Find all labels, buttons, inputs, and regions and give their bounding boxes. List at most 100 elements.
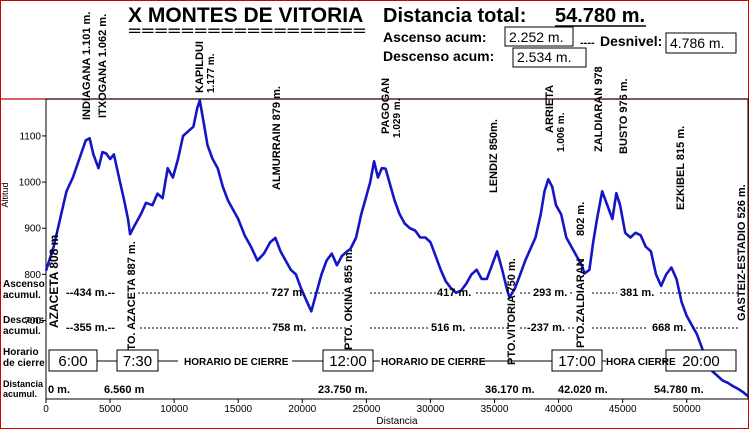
- ascenso-row: --434 m.-- 727 m. 417 m. 293 m. 381 m.: [66, 287, 738, 299]
- time-box-finish: [665, 349, 737, 372]
- descenso-value-2: 758 m.: [272, 322, 306, 334]
- ascenso-value-4: 293 m.: [533, 287, 567, 299]
- horario-row-label-line2: de cierre: [3, 358, 45, 369]
- peak-label-pagogan-alt: 1.029 m.: [392, 98, 403, 138]
- descent-label: Descenso acum:: [383, 48, 494, 64]
- x-tick-label-8: 40000: [545, 404, 573, 415]
- x-tick-label-5: 25000: [352, 404, 380, 415]
- distancia-value-5: 42.020 m.: [558, 384, 608, 396]
- checkpoint-label-azaceta: AZACETA 808 m.: [47, 231, 61, 328]
- peak-label-pagogan: PAGOGAN: [380, 78, 392, 134]
- ascenso-row-label-line2: acumul.: [3, 290, 41, 301]
- ascent-label: Ascenso acum:: [383, 29, 486, 45]
- peak-label-arrieta-alt: 1.006 m.: [556, 112, 567, 152]
- descenso-row: --355 m.-- 758 m. 516 m. -237 m. 668 m.: [66, 322, 738, 334]
- x-axis-label: Distancia: [376, 416, 418, 427]
- time-finish: 20:00: [682, 353, 720, 370]
- desnivel-value-box: [665, 32, 737, 54]
- distancia-row-label-line2: acumul.: [3, 389, 37, 399]
- descenso-value-3: 516 m.: [431, 322, 465, 334]
- x-tick-label-10: 50000: [673, 404, 701, 415]
- peak-label-zaldiaran: ZALDIARAN 978: [593, 66, 605, 152]
- distancia-row-label-line1: Distancia: [3, 379, 44, 389]
- time-box-okina: [322, 349, 374, 372]
- horario-cierre-text-3: HORA CIERRE: [606, 357, 676, 368]
- peak-label-almurrain: ALMURRAIN 879 m.: [271, 86, 283, 190]
- time-azaceta: 7:30: [123, 353, 152, 370]
- peak-label-busto: BUSTO 976 m.: [618, 78, 630, 154]
- x-tick-label-2: 10000: [160, 404, 188, 415]
- ascenso-row-label-line1: Ascenso: [3, 279, 45, 290]
- horario-row-label-line1: Horario: [3, 347, 39, 358]
- distancia-row: 0 m. 6.560 m 23.750 m. 36.170 m. 42.020 …: [48, 384, 704, 396]
- distancia-value-3: 23.750 m.: [318, 384, 368, 396]
- time-zaldiaran: 17:00: [558, 353, 596, 370]
- peak-label-itxogana: ITXOGANA 1.062 m.: [97, 14, 109, 118]
- x-tick-label-0: 0: [43, 404, 49, 415]
- checkpoint-label-pto-vitoria: PTO.VITORIA 750 m.: [506, 258, 518, 365]
- descenso-row-label-line1: Descens: [3, 315, 45, 326]
- descenso-value-1: --355 m.--: [66, 322, 115, 334]
- checkpoint-label-zaldiaran-alt: 802 m.: [575, 202, 587, 236]
- distancia-value-2: 6.560 m: [104, 384, 145, 396]
- horario-row: 6:00 7:30 12:00 17:00 20:00 HORARIO DE C…: [48, 349, 737, 372]
- ascenso-value-3: 417 m.: [437, 287, 471, 299]
- descenso-row-label-line2: acumul.: [3, 326, 41, 337]
- plot-area: [45, 98, 749, 400]
- x-axis: 0 5000 10000 15000 20000 25000 30000 35000 40000…: [43, 399, 701, 415]
- horario-cierre-text-2: HORARIO DE CIERRE: [381, 357, 486, 368]
- peak-label-indiagana: INDIAGANA 1.101 m.: [81, 12, 93, 120]
- ascent-value-box: [504, 26, 574, 47]
- elevation-profile-line: [44, 99, 749, 398]
- ascent-value: 2.252 m.: [509, 29, 563, 45]
- y-axis-label: Altitud: [0, 182, 10, 207]
- x-tick-label-1: 5000: [99, 404, 122, 415]
- x-tick-label-4: 20000: [288, 404, 316, 415]
- descenso-value-4: -237 m.: [527, 322, 565, 334]
- x-tick-label-7: 35000: [481, 404, 509, 415]
- peak-label-ezkibel: EZKIBEL 815 m.: [675, 126, 687, 210]
- distancia-value-4: 36.170 m.: [485, 384, 535, 396]
- checkpoint-label-pto-zaldiaran: PTO.ZALDIARAN: [575, 258, 587, 348]
- desnivel-value: 4.786 m.: [670, 35, 724, 51]
- descenso-value-5: 668 m.: [652, 322, 686, 334]
- time-box-start: [48, 349, 98, 372]
- descent-value: 2.534 m.: [517, 49, 571, 65]
- time-box-zaldiaran: [551, 349, 603, 372]
- x-tick-label-6: 30000: [417, 404, 445, 415]
- y-tick-label-4: 1100: [19, 131, 41, 142]
- desnivel-dash: ----: [580, 37, 595, 49]
- time-start: 6:00: [58, 353, 87, 370]
- distancia-value-6: 54.780 m.: [654, 384, 704, 396]
- checkpoint-labels: AZACETA 808 m. PTO. AZACETA 887 m. PTO. …: [47, 202, 587, 365]
- y-tick-label-2: 900: [24, 224, 41, 235]
- peak-label-gasteiz: GASTEIZ-ESTADIO 526 m.: [736, 184, 748, 321]
- desnivel-label: Desnivel:: [600, 33, 662, 49]
- peak-label-lendiz: LENDIZ 850m.: [488, 119, 500, 193]
- ascenso-value-1: --434 m.--: [66, 287, 115, 299]
- checkpoint-label-pto-azaceta: PTO. AZACETA 887 m.: [126, 241, 138, 358]
- x-tick-label-3: 15000: [224, 404, 252, 415]
- checkpoint-label-pto-okina: PTO. OKINA 855 m.: [343, 249, 355, 350]
- title-underline: ==================: [128, 24, 366, 38]
- time-okina: 12:00: [329, 353, 367, 370]
- total-distance-label: Distancia total:: [383, 5, 526, 27]
- peak-label-kapildui-alt: 1.177 m.: [206, 53, 217, 93]
- ascenso-value-2: 727 m.: [271, 287, 305, 299]
- ascenso-value-5: 381 m.: [620, 287, 654, 299]
- descent-value-box: [512, 47, 587, 68]
- peak-label-arrieta: ARRIETA: [544, 85, 556, 133]
- total-distance-value: 54.780 m.: [555, 5, 645, 27]
- y-tick-label-0: 700: [24, 316, 41, 327]
- y-tick-label-1: 800: [24, 270, 41, 281]
- y-tick-label-3: 1000: [19, 178, 42, 189]
- y-axis: 700 800 900 1000 1100: [19, 131, 46, 327]
- time-box-azaceta: [116, 349, 159, 372]
- chart-title: X MONTES DE VITORIA: [128, 4, 363, 27]
- x-tick-label-9: 45000: [609, 404, 637, 415]
- horario-cierre-text-1: HORARIO DE CIERRE: [184, 357, 289, 368]
- distancia-value-1: 0 m.: [48, 384, 70, 396]
- peak-label-kapildui: KAPILDUI: [194, 41, 206, 93]
